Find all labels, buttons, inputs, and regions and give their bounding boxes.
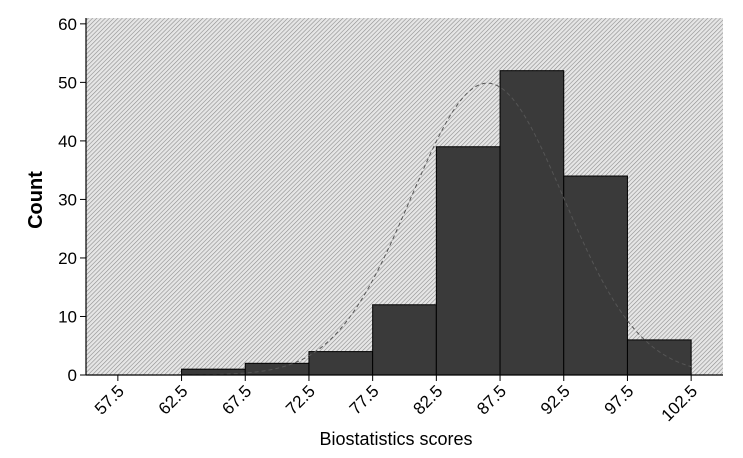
x-axis-ticks: 57.5 62.5 67.5 72.5 77.5 82.5 87.5 92.5 97.5 102.… [91,375,701,425]
x-tick-label-0: 57.5 [91,382,128,419]
x-tick-label-2: 67.5 [218,382,255,419]
y-tick-label-6: 60 [58,15,77,34]
x-tick-label-4: 77.5 [346,382,383,419]
x-tick-label-9: 102.5 [658,382,702,426]
y-tick-label-4: 40 [58,132,77,151]
x-tick-label-5: 82.5 [410,382,447,419]
histogram-bar-6 [499,70,565,376]
histogram-bar-7 [563,175,628,376]
histogram-bar-8 [626,339,692,376]
histogram-bar-4 [372,304,437,376]
x-tick-label-3: 72.5 [282,382,319,419]
histogram-bar-5 [435,146,501,376]
y-axis-title: Count [25,171,47,229]
y-tick-label-3: 30 [58,190,77,209]
x-tick-label-8: 97.5 [601,382,638,419]
histogram-bar-3 [308,351,374,376]
y-tick-label-1: 10 [58,307,77,326]
x-tick-label-6: 87.5 [473,382,510,419]
y-tick-label-2: 20 [58,249,77,268]
x-tick-label-7: 92.5 [537,382,574,419]
y-axis-ticks: 0 10 20 30 40 50 60 [58,15,86,385]
bars-layer [181,70,692,376]
x-axis-title: Biostatistics scores [319,429,472,449]
y-tick-label-5: 50 [58,73,77,92]
histogram-bar-2 [244,362,310,376]
x-tick-label-1: 62.5 [155,382,192,419]
y-tick-label-0: 0 [68,366,77,385]
